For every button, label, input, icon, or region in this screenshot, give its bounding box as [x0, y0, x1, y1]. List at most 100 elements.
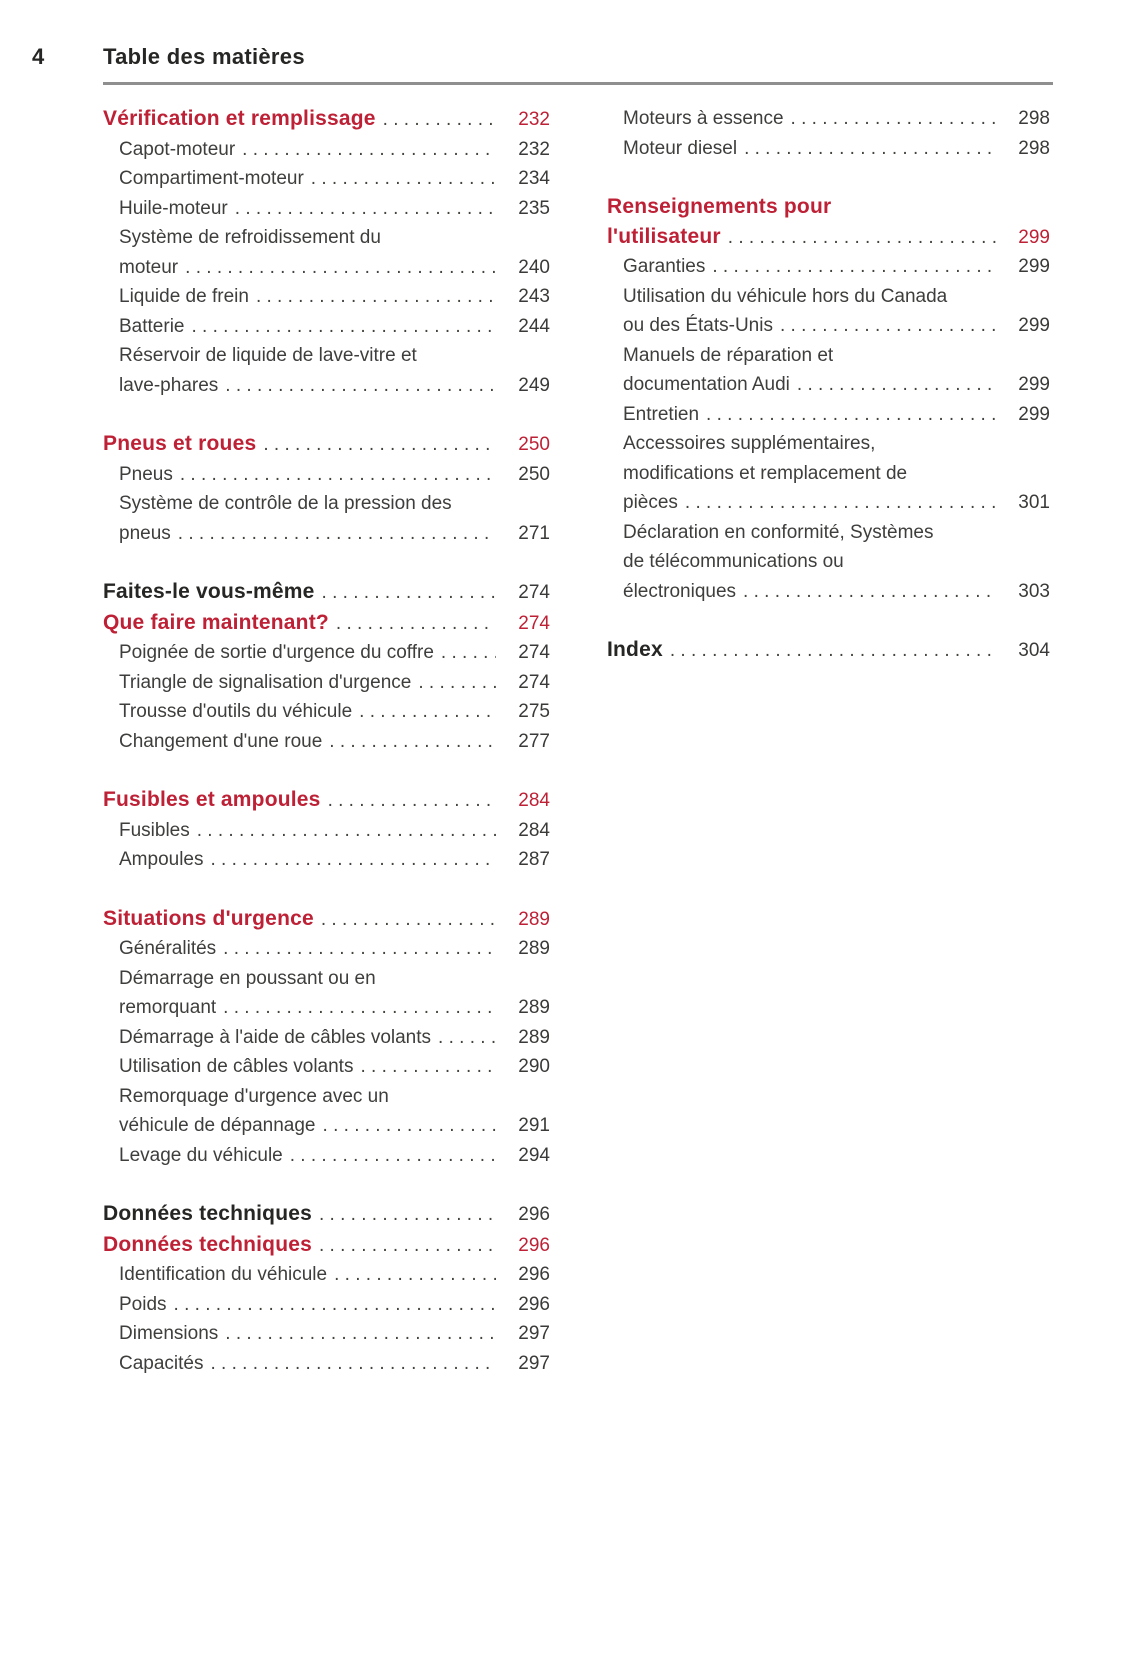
toc-entry-label: Identification du véhicule	[119, 1264, 328, 1285]
toc-entry-label: Accessoires supplémentaires,	[623, 433, 876, 454]
toc-entry: Démarrage à l'aide de câbles volants 289	[103, 1023, 550, 1053]
toc-entry: Capacités 297	[103, 1349, 550, 1379]
dot-leader	[712, 252, 996, 282]
dot-leader	[290, 1141, 496, 1171]
toc-entry-label: Réservoir de liquide de lave-vitre et	[119, 345, 417, 366]
toc-page-number: 290	[518, 1056, 550, 1077]
dot-leader	[791, 104, 996, 134]
toc-entry: lave-phares 249	[103, 371, 550, 401]
toc-entry-label: moteur	[119, 256, 179, 278]
toc-page-number: 298	[1018, 137, 1050, 159]
toc-entry-label: Déclaration en conformité, Systèmes	[623, 521, 934, 543]
toc-entry: Moteurs à essence 298	[607, 104, 1050, 134]
header-rule	[103, 82, 1053, 85]
toc-entry-label: Moteur diesel	[623, 137, 738, 159]
toc-page-number: 250	[518, 463, 550, 485]
dot-leader	[743, 577, 996, 607]
dot-leader	[235, 194, 496, 224]
toc-page-number: 249	[518, 374, 550, 396]
toc-entry: modifications et remplacement de	[607, 459, 1050, 489]
toc-entry-label: Capacités	[119, 1352, 204, 1374]
dot-leader	[329, 727, 496, 757]
toc-entry: ou des États-Unis 299	[607, 311, 1050, 341]
toc-group: Index 304	[607, 635, 1050, 666]
toc-column-right: Moteurs à essence 298 Moteur diesel 298 Rens…	[607, 104, 1050, 1407]
toc-entry: Réservoir de liquide de lave-vitre et	[103, 341, 550, 371]
toc-page-number: 284	[518, 819, 550, 841]
toc-page-number: 296	[518, 1264, 550, 1285]
toc-entry-label: Index	[607, 638, 663, 661]
toc-page-number: 297	[518, 1352, 550, 1374]
toc-entry-label: Huile-moteur	[119, 197, 228, 219]
toc-entry: Garanties 299	[607, 252, 1050, 282]
toc-entry-label: Capot-moteur	[119, 138, 236, 160]
toc-page-number: 277	[518, 730, 550, 752]
toc-entry: Batterie 244	[103, 312, 550, 342]
toc-entry-label: remorquant	[119, 997, 217, 1018]
toc-entry-label: Que faire maintenant?	[103, 610, 329, 634]
dot-leader	[311, 164, 496, 194]
dot-leader	[328, 786, 496, 816]
toc-entry: Levage du véhicule 294	[103, 1141, 550, 1171]
toc-entry-label: Trousse d'outils du véhicule	[119, 701, 353, 722]
dot-leader	[360, 1052, 496, 1082]
toc-entry-label: Renseignements pour	[607, 195, 832, 218]
dot-leader	[225, 1319, 496, 1349]
dot-leader	[685, 488, 996, 518]
toc-entry-label: l'utilisateur	[607, 224, 721, 248]
toc-page-number: 232	[518, 109, 550, 130]
dot-leader	[780, 311, 996, 341]
toc-entry-label: Batterie	[119, 315, 185, 337]
toc-entry: Dimensions 297	[103, 1319, 550, 1349]
toc-entry: documentation Audi 299	[607, 370, 1050, 400]
toc-entry-label: Pneus	[119, 463, 173, 485]
toc-entry-label: Fusibles et ampoules	[103, 788, 321, 811]
toc-entry-label: ou des États-Unis	[623, 315, 773, 336]
toc-page-number: 289	[518, 908, 550, 930]
toc-page-number: 304	[1018, 640, 1050, 661]
toc-entry-label: Liquide de frein	[119, 286, 249, 307]
toc-entry-label: Dimensions	[119, 1323, 219, 1344]
dot-leader	[263, 430, 496, 460]
toc-page-number: 284	[518, 790, 550, 811]
page-title: Table des matières	[103, 44, 305, 69]
dot-leader	[797, 370, 996, 400]
toc-page-number: 289	[518, 1026, 550, 1048]
dot-leader	[256, 282, 496, 312]
toc-entry: Pneus 250	[103, 460, 550, 490]
toc-entry: Huile-moteur 235	[103, 194, 550, 224]
toc-page-number: 243	[518, 286, 550, 307]
toc-page-number: 274	[518, 612, 550, 634]
dot-leader	[359, 697, 496, 727]
toc-entry-label: Situations d'urgence	[103, 906, 314, 930]
toc-page-number: 244	[518, 315, 550, 337]
toc-page-number: 299	[1018, 256, 1050, 277]
toc-group: Situations d'urgence289Généralités289Dém…	[103, 904, 550, 1171]
toc-page-number: 274	[518, 642, 550, 663]
toc-section-heading: Que faire maintenant? 274	[103, 608, 550, 639]
toc-column-left: Vérification et remplissage232Capot-mote…	[103, 104, 550, 1407]
toc-entry: Utilisation de câbles volants 290	[103, 1052, 550, 1082]
toc-entry-label: Compartiment-moteur	[119, 168, 304, 189]
toc-page-number: 275	[518, 701, 550, 722]
toc-page-number: 294	[518, 1144, 550, 1166]
toc-page-number: 303	[1018, 580, 1050, 602]
toc-entry-label: véhicule de dépannage	[119, 1115, 316, 1136]
toc-page-number: 271	[518, 522, 550, 544]
toc-entry: de télécommunications ou	[607, 547, 1050, 577]
toc-entry-label: Généralités	[119, 938, 217, 959]
toc-entry-label: de télécommunications ou	[623, 551, 844, 572]
toc-entry-label: Pneus et roues	[103, 432, 257, 455]
toc-entry: Poids 296	[103, 1290, 550, 1320]
toc-entry-label: Poignée de sortie d'urgence du coffre	[119, 642, 434, 663]
toc-section-heading: Index 304	[607, 635, 1050, 666]
toc-entry-label: pneus	[119, 522, 171, 544]
toc-entry: moteur 240	[103, 253, 550, 283]
toc-entry-label: Système de contrôle de la pression des	[119, 493, 452, 514]
dot-leader	[319, 1231, 496, 1261]
toc-entry-label: Données techniques	[103, 1202, 312, 1225]
dot-leader	[438, 1023, 496, 1053]
toc-page-number: 240	[518, 256, 550, 278]
toc-page: 4 Table des matières Vérification et rem…	[0, 0, 1142, 1407]
toc-entry-label: Garanties	[623, 256, 706, 277]
